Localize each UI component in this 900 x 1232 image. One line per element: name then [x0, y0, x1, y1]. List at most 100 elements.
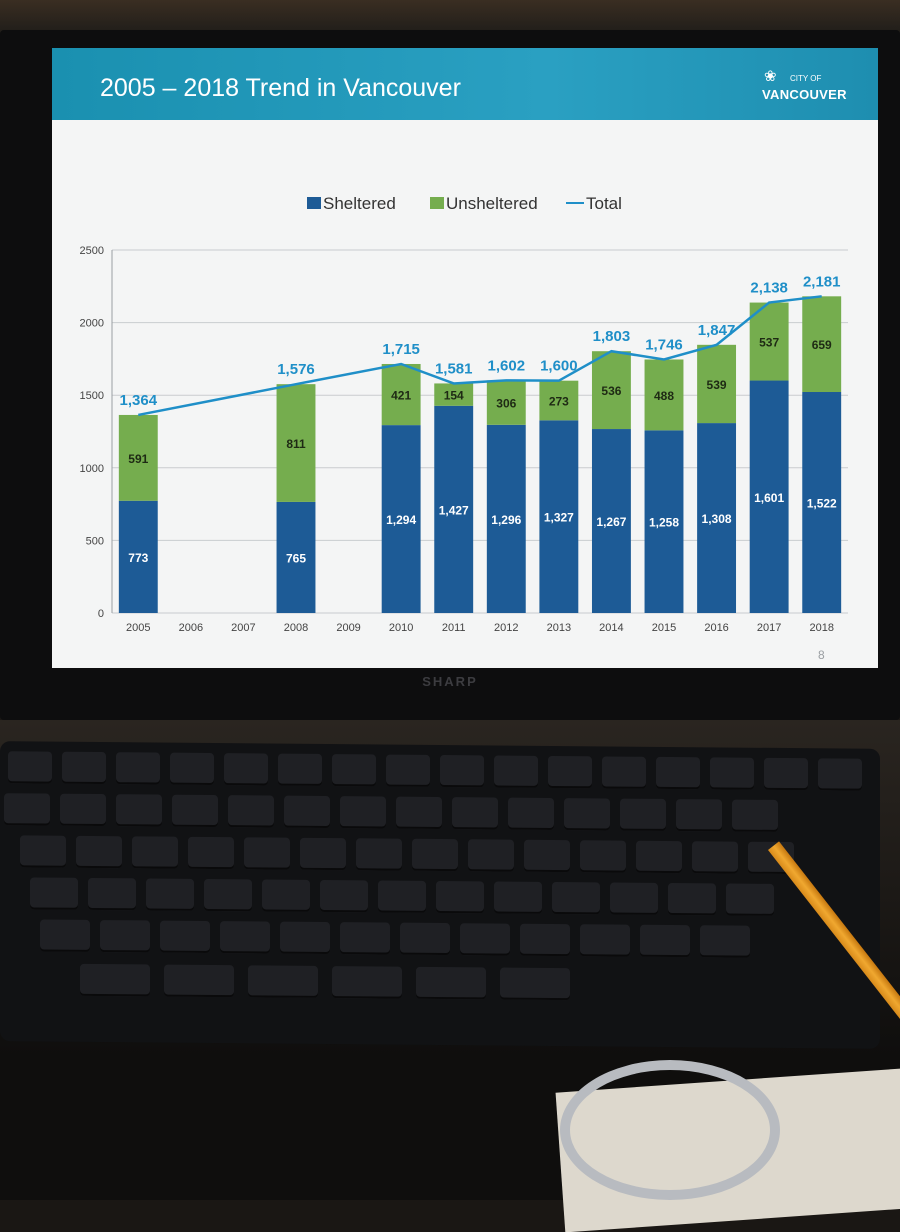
data-label-sheltered: 1,601 [754, 491, 784, 505]
keyboard-key [468, 839, 514, 872]
keyboard-key [494, 755, 538, 788]
data-label-sheltered: 1,327 [544, 511, 574, 525]
data-label-total: 1,600 [540, 358, 578, 375]
keyboard-key [8, 751, 52, 784]
data-label-sheltered: 1,308 [702, 512, 732, 526]
data-label-total: 1,847 [698, 322, 736, 339]
keyboard-key [602, 756, 646, 789]
keyboard-key [610, 882, 658, 915]
data-label-total: 1,581 [435, 360, 473, 377]
data-label-unsheltered: 421 [391, 389, 411, 403]
data-label-unsheltered: 154 [444, 389, 464, 403]
keyboard-key [60, 793, 106, 827]
bar-sheltered-2018 [802, 392, 842, 613]
keyboard-key [400, 922, 450, 956]
data-label-total: 1,715 [382, 341, 420, 358]
bar-unsheltered-2013 [539, 380, 579, 421]
keyboard-key [4, 793, 50, 826]
data-label-unsheltered: 488 [654, 389, 674, 403]
data-label-total: 1,803 [593, 328, 631, 345]
presentation-slide: 2005 – 2018 Trend in Vancouver ❀ CITY OF… [52, 48, 878, 668]
keyboard-key [552, 881, 600, 915]
x-tick-label: 2016 [704, 622, 728, 634]
data-label-total: 2,181 [803, 273, 841, 290]
keyboard-key [62, 751, 106, 785]
bar-sheltered-2015 [644, 430, 684, 613]
keyboard-key [340, 922, 390, 955]
data-label-sheltered: 773 [128, 551, 148, 565]
x-tick-label: 2007 [231, 622, 255, 634]
keyboard-key [520, 923, 570, 957]
legend-label-total: Total [586, 194, 622, 213]
bar-sheltered-2011 [434, 405, 474, 613]
keyboard-key [416, 966, 486, 1000]
keyboard-key [300, 837, 346, 871]
data-label-sheltered: 1,294 [386, 513, 416, 527]
keyboard-key [262, 879, 310, 912]
keyboard-key [436, 880, 484, 914]
data-label-unsheltered: 539 [707, 378, 727, 392]
y-tick-label: 1500 [80, 390, 104, 402]
bar-sheltered-2016 [697, 423, 737, 613]
keyboard-key [564, 798, 610, 831]
keyboard-key [284, 795, 330, 829]
keyboard-key [508, 797, 554, 830]
keyboard-key [204, 878, 252, 912]
keyboard-key [220, 921, 270, 954]
keyboard-key [640, 924, 690, 958]
keyboard-key [30, 877, 78, 910]
keyboard-key [732, 799, 778, 832]
x-tick-label: 2017 [757, 622, 781, 634]
keyboard-key [170, 752, 214, 786]
keyboard-key [396, 796, 442, 830]
data-label-unsheltered: 536 [601, 384, 621, 398]
keyboard-key [692, 841, 738, 874]
data-label-sheltered: 1,522 [807, 497, 837, 511]
bar-sheltered-2012 [486, 424, 526, 613]
city-of-vancouver-logo: ❀ CITY OF VANCOUVER [750, 68, 854, 108]
data-label-unsheltered: 306 [496, 397, 516, 411]
keyboard-key [172, 794, 218, 828]
keyboard-key [76, 835, 122, 869]
keyboard-key [116, 794, 162, 827]
keyboard-key [412, 838, 458, 872]
keyboard-key [164, 964, 234, 998]
keyboard-key [494, 881, 542, 914]
keyboard-key [224, 753, 268, 786]
bar-unsheltered-2010 [381, 363, 421, 426]
bar-unsheltered-2014 [591, 351, 631, 430]
legend-label-unsheltered: Unsheltered [446, 194, 538, 213]
slide-title: 2005 – 2018 Trend in Vancouver [100, 74, 461, 102]
bar-unsheltered-2008 [276, 384, 316, 502]
binder-ring [560, 1060, 780, 1200]
bar-sheltered-2014 [591, 429, 631, 613]
keyboard-key [440, 755, 484, 788]
keyboard-key [20, 835, 66, 868]
keyboard-key [386, 754, 430, 787]
keyboard-key [320, 879, 368, 913]
keyboard-key [726, 883, 774, 916]
stacked-bar-chart: 0 500 1000 1500 2000 2500 Sheltered Unsheltered… [80, 194, 848, 634]
keyboard-key [636, 840, 682, 874]
bar-unsheltered-2012 [486, 380, 526, 425]
data-label-sheltered: 1,258 [649, 516, 679, 530]
x-tick-label: 2015 [652, 622, 676, 634]
x-tick-label: 2018 [809, 622, 833, 634]
data-label-total: 1,364 [120, 392, 158, 409]
x-tick-label: 2011 [442, 622, 466, 634]
keyboard-key [356, 838, 402, 871]
y-tick-label: 1000 [80, 463, 104, 475]
x-tick-label: 2013 [547, 622, 571, 634]
keyboard-key [278, 753, 322, 786]
keyboard-key [40, 919, 90, 952]
bar-unsheltered-2015 [644, 359, 684, 431]
keyboard-key [710, 757, 754, 790]
keyboard-key [80, 963, 150, 997]
y-tick-label: 500 [86, 535, 104, 547]
bar-sheltered-2008 [276, 501, 316, 613]
bar-sheltered-2017 [749, 380, 789, 613]
flower-icon: ❀ [764, 68, 777, 85]
keyboard-key [460, 923, 510, 956]
bar-unsheltered-2016 [697, 344, 737, 424]
data-label-total: 1,576 [277, 361, 315, 378]
